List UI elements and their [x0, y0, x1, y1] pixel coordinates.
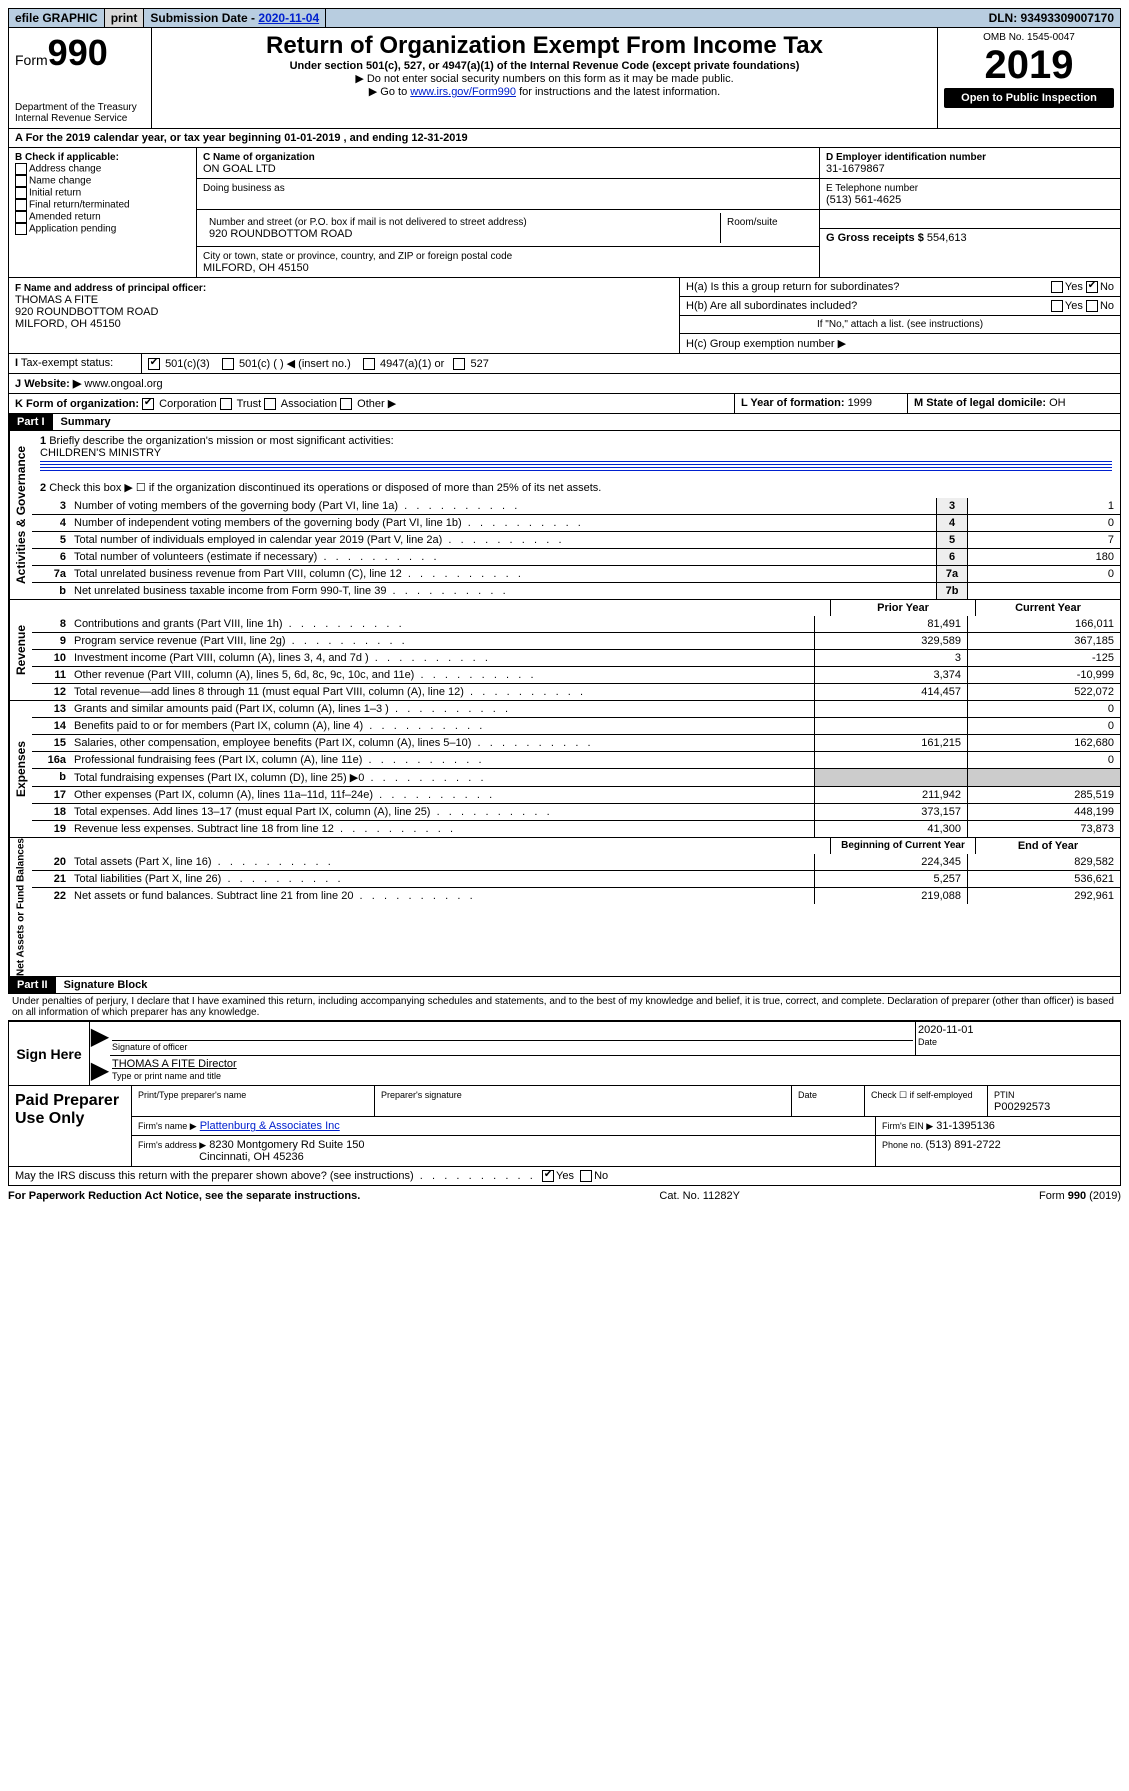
- telephone: (513) 561-4625: [826, 194, 901, 206]
- page-footer: For Paperwork Reduction Act Notice, see …: [8, 1186, 1121, 1206]
- data-row: 16aProfessional fundraising fees (Part I…: [32, 751, 1120, 768]
- box-de: D Employer identification number 31-1679…: [819, 148, 1120, 277]
- side-revenue: Revenue: [9, 600, 32, 700]
- officer-group: F Name and address of principal officer:…: [8, 278, 1121, 354]
- org-city: MILFORD, OH 45150: [203, 262, 309, 274]
- dept-irs: Internal Revenue Service: [15, 113, 145, 124]
- part1-body: Activities & Governance 1 Briefly descri…: [8, 431, 1121, 600]
- dept-treasury: Department of the Treasury: [15, 102, 145, 113]
- expenses-section: Expenses 13Grants and similar amounts pa…: [8, 701, 1121, 838]
- data-row: bTotal fundraising expenses (Part IX, co…: [32, 768, 1120, 786]
- col-current: Current Year: [975, 600, 1120, 616]
- box-h: H(a) Is this a group return for subordin…: [680, 278, 1120, 353]
- part2-header: Part IISignature Block: [8, 977, 1121, 994]
- org-address: 920 ROUNDBOTTOM ROAD: [209, 228, 352, 240]
- summary-row: 3Number of voting members of the governi…: [32, 498, 1120, 514]
- org-name: ON GOAL LTD: [203, 163, 276, 175]
- data-row: 17Other expenses (Part IX, column (A), l…: [32, 786, 1120, 803]
- officer-name: THOMAS A FITE Director: [112, 1058, 237, 1070]
- discuss-row: May the IRS discuss this return with the…: [8, 1167, 1121, 1186]
- part1-header: Part ISummary: [8, 414, 1121, 431]
- summary-row: 5Total number of individuals employed in…: [32, 531, 1120, 548]
- data-row: 15Salaries, other compensation, employee…: [32, 734, 1120, 751]
- form-header: Form990 Department of the Treasury Inter…: [8, 28, 1121, 129]
- box-b: B Check if applicable: Address change Na…: [9, 148, 197, 277]
- box-f: F Name and address of principal officer:…: [9, 278, 680, 353]
- side-netassets: Net Assets or Fund Balances: [9, 838, 32, 976]
- preparer-title: Paid Preparer Use Only: [9, 1086, 132, 1166]
- data-row: 10Investment income (Part VIII, column (…: [32, 649, 1120, 666]
- summary-row: 6Total number of volunteers (estimate if…: [32, 548, 1120, 565]
- data-row: 20Total assets (Part X, line 16)224,3458…: [32, 854, 1120, 870]
- data-row: 19Revenue less expenses. Subtract line 1…: [32, 820, 1120, 837]
- summary-row: 4Number of independent voting members of…: [32, 514, 1120, 531]
- netassets-section: Net Assets or Fund Balances Beginning of…: [8, 838, 1121, 977]
- side-governance: Activities & Governance: [9, 431, 32, 599]
- tax-exempt-row: I Tax-exempt status: ✔ 501(c)(3) 501(c) …: [8, 354, 1121, 374]
- revenue-section: Revenue Prior Year Current Year 8Contrib…: [8, 600, 1121, 701]
- form-title: Return of Organization Exempt From Incom…: [158, 32, 931, 60]
- gross-receipts: 554,613: [927, 232, 967, 244]
- firm-phone: (513) 891-2722: [926, 1139, 1001, 1151]
- note-ssn: ▶ Do not enter social security numbers o…: [158, 72, 931, 85]
- data-row: 13Grants and similar amounts paid (Part …: [32, 701, 1120, 717]
- header-right: OMB No. 1545-0047 2019 Open to Public In…: [938, 28, 1120, 128]
- irs-link[interactable]: www.irs.gov/Form990: [410, 86, 516, 98]
- omb-number: OMB No. 1545-0047: [944, 32, 1114, 43]
- data-row: 12Total revenue—add lines 8 through 11 (…: [32, 683, 1120, 700]
- ptin: P00292573: [994, 1101, 1050, 1113]
- data-row: 18Total expenses. Add lines 13–17 (must …: [32, 803, 1120, 820]
- open-public-badge: Open to Public Inspection: [944, 88, 1114, 108]
- mission-text: CHILDREN'S MINISTRY: [40, 447, 161, 459]
- firm-name[interactable]: Plattenburg & Associates Inc: [200, 1120, 340, 1132]
- note-link: ▶ Go to www.irs.gov/Form990 for instruct…: [158, 85, 931, 98]
- data-row: 11Other revenue (Part VIII, column (A), …: [32, 666, 1120, 683]
- data-row: 21Total liabilities (Part X, line 26)5,2…: [32, 870, 1120, 887]
- submission-date: Submission Date - 2020-11-04: [144, 9, 326, 27]
- side-expenses: Expenses: [9, 701, 32, 837]
- top-toolbar: efile GRAPHIC print Submission Date - 20…: [8, 8, 1121, 28]
- col-prior: Prior Year: [830, 600, 975, 616]
- subtitle: Under section 501(c), 527, or 4947(a)(1)…: [158, 60, 931, 72]
- data-row: 14Benefits paid to or for members (Part …: [32, 717, 1120, 734]
- preparer-block: Paid Preparer Use Only Print/Type prepar…: [8, 1086, 1121, 1167]
- efile-label: efile GRAPHIC: [9, 9, 105, 27]
- firm-ein: 31-1395136: [936, 1120, 995, 1132]
- entity-info: B Check if applicable: Address change Na…: [8, 148, 1121, 278]
- sign-here-label: Sign Here: [9, 1022, 90, 1085]
- signature-block: Sign Here ▶ Signature of officer 2020-11…: [8, 1020, 1121, 1086]
- form-id: Form990 Department of the Treasury Inter…: [9, 28, 152, 128]
- data-row: 8Contributions and grants (Part VIII, li…: [32, 616, 1120, 632]
- header-center: Return of Organization Exempt From Incom…: [152, 28, 938, 128]
- dln-label: DLN: 93493309007170: [983, 9, 1120, 27]
- summary-row: 7aTotal unrelated business revenue from …: [32, 565, 1120, 582]
- summary-row: bNet unrelated business taxable income f…: [32, 582, 1120, 599]
- tax-year: 2019: [944, 43, 1114, 88]
- line-a: A For the 2019 calendar year, or tax yea…: [8, 129, 1121, 148]
- sign-date: 2020-11-01: [918, 1024, 973, 1036]
- perjury-statement: Under penalties of perjury, I declare th…: [8, 994, 1121, 1020]
- website-row: J Website: ▶ www.ongoal.org: [8, 374, 1121, 394]
- ein: 31-1679867: [826, 163, 885, 175]
- box-c: C Name of organization ON GOAL LTD Doing…: [197, 148, 819, 277]
- klm-row: K Form of organization: ✔ Corporation Tr…: [8, 394, 1121, 414]
- data-row: 9Program service revenue (Part VIII, lin…: [32, 632, 1120, 649]
- print-button[interactable]: print: [105, 9, 145, 27]
- website-link[interactable]: www.ongoal.org: [84, 378, 162, 390]
- data-row: 22Net assets or fund balances. Subtract …: [32, 887, 1120, 904]
